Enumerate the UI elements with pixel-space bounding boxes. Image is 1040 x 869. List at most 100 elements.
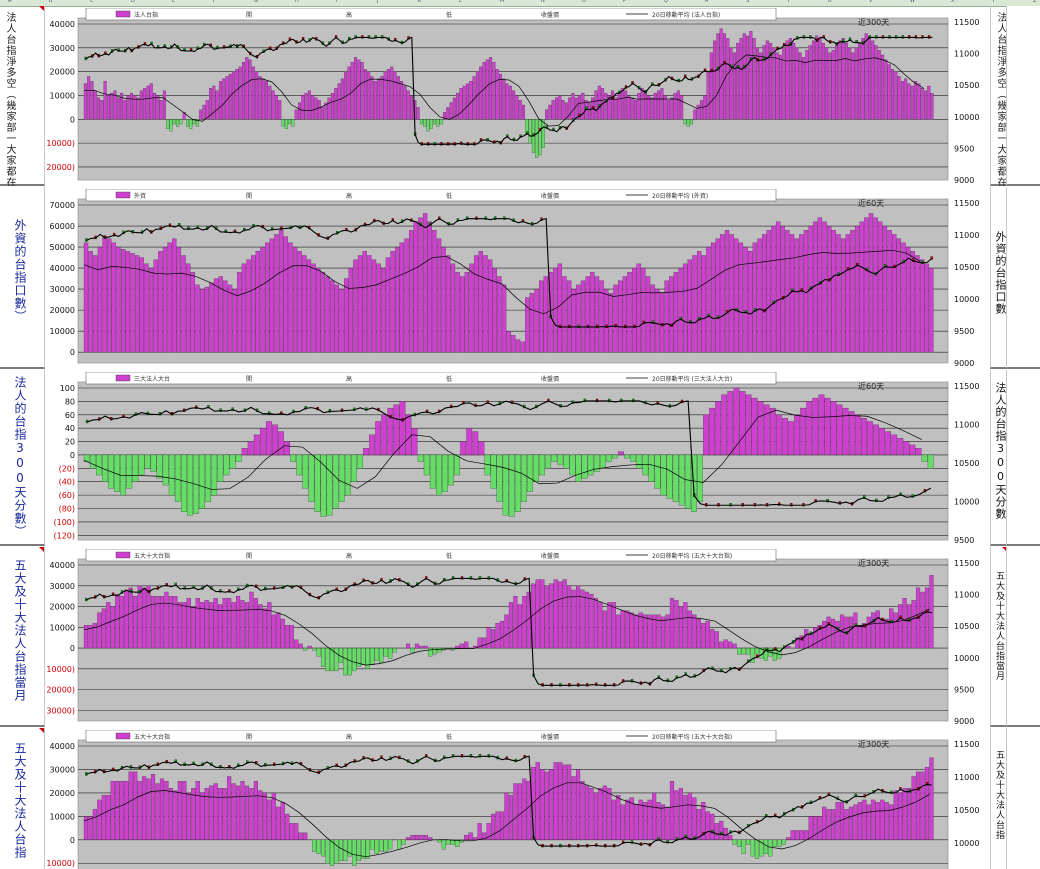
bar — [508, 85, 512, 120]
column-letter[interactable]: E — [172, 0, 176, 4]
bar — [83, 625, 88, 649]
column-letter[interactable]: V — [869, 0, 873, 4]
bar — [403, 85, 407, 120]
bar — [376, 263, 381, 353]
bar — [114, 454, 120, 492]
column-letter[interactable]: I — [336, 0, 338, 4]
column-letter[interactable]: C — [90, 0, 94, 4]
bar — [893, 612, 898, 649]
column-letter[interactable]: H — [295, 0, 299, 4]
bar — [647, 95, 651, 120]
column-letter[interactable]: G — [254, 0, 258, 4]
bar — [817, 625, 822, 649]
bar — [432, 230, 437, 353]
bar — [545, 109, 549, 120]
bar — [678, 606, 683, 649]
left-label-cell: 法人台指淨多空（幾家部一大家都在看，看滬線圖不看） — [0, 6, 45, 186]
bar — [116, 246, 121, 353]
column-letter[interactable]: F — [213, 0, 216, 4]
bar — [186, 119, 189, 127]
chart-score[interactable]: 100 80 60 40 20 0 (20) (40) (60) (80) (100) (120) 11… — [46, 371, 988, 545]
bar — [162, 246, 168, 353]
bar — [306, 259, 312, 353]
bar — [775, 52, 779, 120]
column-letter[interactable]: Y — [992, 0, 996, 4]
bar — [330, 280, 335, 353]
bar — [511, 335, 516, 353]
bar — [269, 238, 274, 353]
column-letter[interactable]: P — [623, 0, 627, 4]
bar — [647, 799, 652, 840]
bar — [146, 85, 150, 120]
bar — [132, 454, 139, 482]
column-letter[interactable]: O — [582, 0, 586, 4]
column-letter[interactable]: Q — [664, 0, 668, 4]
bar — [907, 788, 912, 840]
bar — [618, 280, 623, 353]
column-letter[interactable]: N — [541, 0, 545, 4]
bar — [719, 820, 724, 840]
bar — [404, 238, 409, 353]
bar — [433, 119, 437, 125]
bar — [571, 92, 575, 120]
bar — [502, 454, 509, 516]
bar — [262, 792, 267, 840]
bar — [923, 90, 927, 120]
bar — [133, 771, 138, 840]
bar — [589, 593, 594, 649]
column-letter[interactable]: T — [787, 0, 791, 4]
bar — [634, 100, 638, 120]
column-letter[interactable]: W — [910, 0, 915, 4]
column-letter[interactable]: R — [705, 0, 709, 4]
bar — [674, 600, 679, 649]
column-letter[interactable]: J — [377, 0, 379, 4]
chart-institutional[interactable]: 40000 30000 20000 10000 0 (10000) (20000) 11500… — [43, 7, 988, 185]
column-letter[interactable]: L — [459, 0, 462, 4]
bar — [640, 88, 644, 120]
legend-swatch — [115, 551, 131, 559]
bar — [762, 234, 767, 353]
column-letter[interactable]: K — [418, 0, 422, 4]
bar — [535, 762, 540, 840]
bar — [728, 641, 733, 649]
column-letter[interactable]: S — [746, 0, 750, 4]
bar — [441, 839, 446, 850]
chart-foreign[interactable]: 70000 60000 50000 40000 30000 20000 10000 0 1150… — [46, 188, 988, 368]
bar — [169, 119, 173, 132]
panel-institutional: 法人台指淨多空（幾家部一大家都在看，看滬線圖不看） 40000 30000 2000… — [0, 6, 1040, 186]
bar-series — [83, 757, 934, 866]
y-tick-label: 30000 — [50, 765, 75, 774]
bar — [387, 407, 394, 456]
bar — [102, 236, 107, 353]
chart-top5-month[interactable]: 40000 30000 20000 10000 0 (10000) (20000) (3000… — [43, 548, 988, 726]
bar — [106, 795, 111, 840]
legend-swatch — [115, 374, 131, 382]
bar — [347, 839, 352, 857]
bar — [643, 802, 648, 840]
bar — [798, 52, 802, 120]
bar — [199, 454, 205, 509]
bar — [111, 242, 117, 353]
bar — [590, 272, 595, 353]
bar — [124, 781, 129, 840]
column-letter[interactable]: B — [49, 0, 53, 4]
bar — [745, 839, 751, 845]
bar — [338, 839, 343, 862]
bar — [442, 454, 448, 492]
column-letter[interactable]: U — [828, 0, 832, 4]
column-letter[interactable]: X — [951, 0, 955, 4]
chart-top5[interactable]: 40000 30000 20000 10000 0 (10000) 11500 11000 10… — [43, 729, 988, 869]
column-letter[interactable]: D — [131, 0, 135, 4]
bar — [920, 591, 925, 649]
bar — [867, 421, 873, 456]
bar — [360, 61, 364, 120]
bar — [110, 781, 115, 840]
bar — [385, 257, 391, 353]
bar — [397, 839, 402, 850]
y-tick-label: 100 — [60, 384, 75, 393]
column-letter[interactable]: Z — [1033, 0, 1037, 4]
ma-line — [83, 409, 923, 490]
column-letter[interactable]: A — [8, 0, 12, 4]
column-letter[interactable]: M — [500, 0, 505, 4]
bar — [186, 792, 191, 840]
